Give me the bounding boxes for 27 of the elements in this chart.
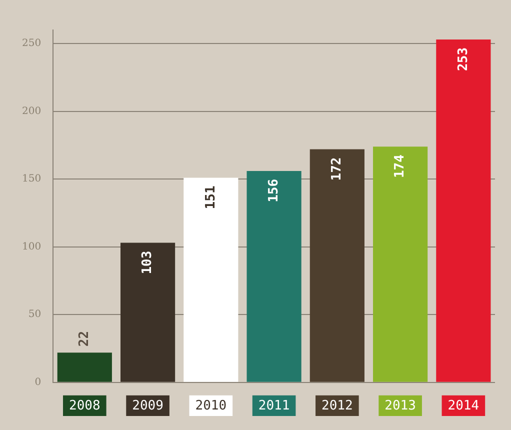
bar (184, 178, 238, 382)
y-tick-label: 150 (22, 174, 42, 185)
x-tick-label: 2008 (68, 398, 100, 414)
bar (436, 39, 491, 382)
bar (246, 170, 302, 382)
x-tick-label: 2014 (448, 398, 480, 414)
bar (373, 146, 428, 382)
x-tick-label: 2011 (258, 398, 290, 414)
data-label: 174 (392, 154, 408, 178)
data-label: 151 (203, 186, 218, 210)
x-tick-label: 2009 (132, 398, 164, 414)
x-tick-label: 2010 (195, 398, 227, 414)
data-label: 253 (456, 47, 471, 71)
y-tick-label: 0 (34, 376, 42, 388)
y-tick-label: 250 (22, 38, 42, 50)
y-tick-label: 100 (22, 241, 42, 252)
bar (310, 149, 364, 382)
x-tick-label: 2012 (322, 398, 353, 414)
data-label: 172 (330, 157, 345, 181)
data-label: 103 (140, 250, 156, 274)
y-tick-label: 200 (22, 106, 42, 117)
data-label: 156 (266, 178, 282, 202)
data-label: 22 (77, 330, 92, 347)
y-tick-label: 50 (28, 309, 42, 320)
bar (57, 352, 112, 382)
bar (120, 242, 176, 382)
x-tick-label: 2013 (384, 398, 416, 414)
